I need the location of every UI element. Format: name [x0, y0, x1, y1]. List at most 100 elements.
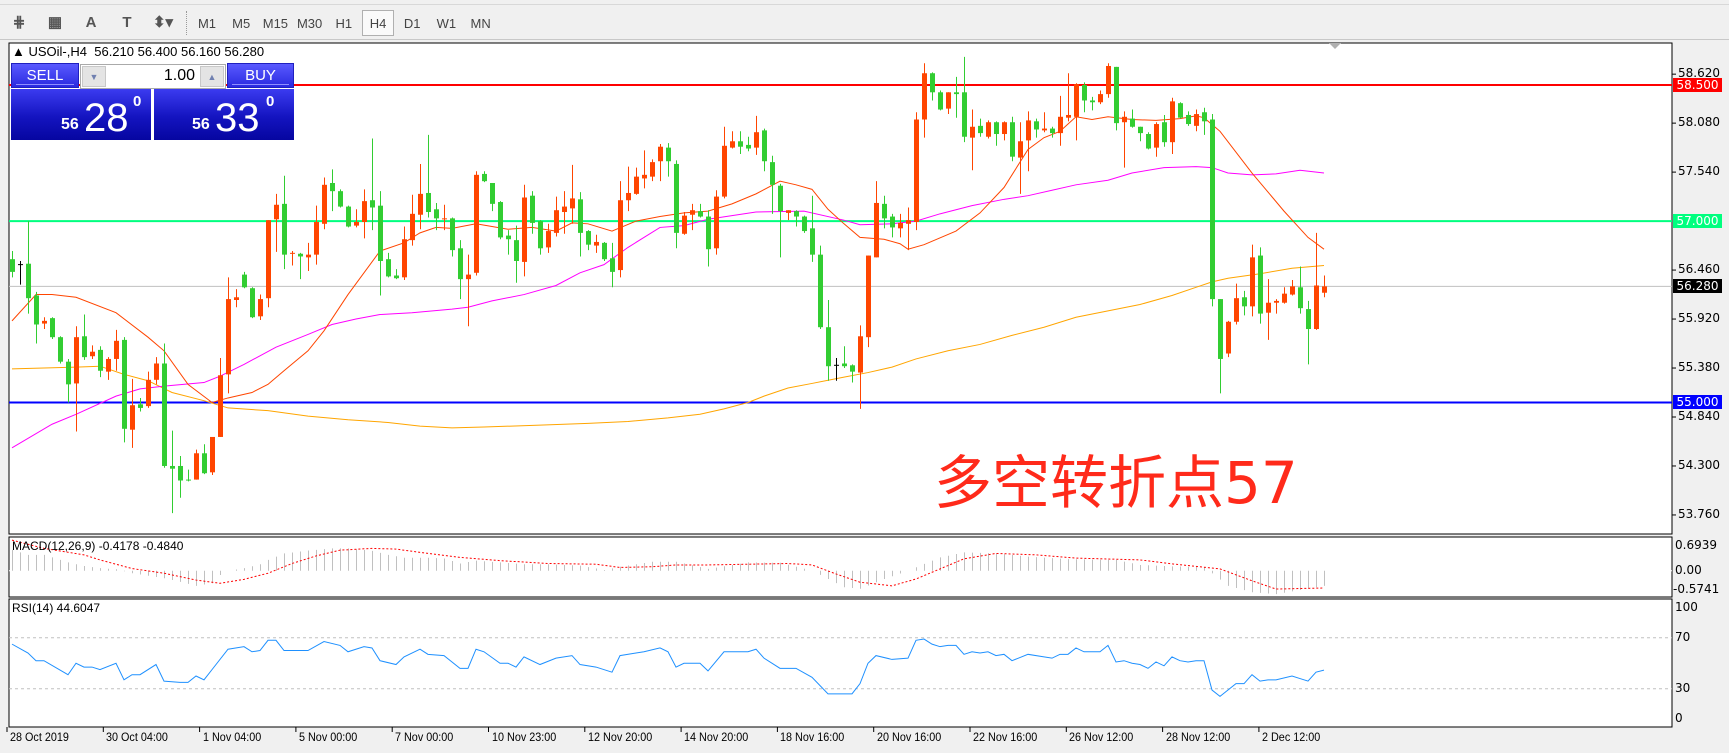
candle [714, 190, 719, 255]
candle-body [394, 275, 399, 279]
sell-button[interactable]: SELL [11, 63, 79, 88]
candle-body [650, 162, 655, 177]
time-axis-label: 18 Nov 16:00 [780, 730, 845, 744]
timeframe-w1-button[interactable]: W1 [436, 15, 457, 31]
candle-body [546, 231, 551, 248]
lot-decrease-button[interactable]: ▼ [82, 66, 106, 87]
time-axis-label: 5 Nov 00:00 [298, 730, 358, 744]
candle-body [450, 218, 455, 251]
candle [922, 63, 927, 138]
candle-body [850, 365, 855, 372]
candle-body [314, 221, 319, 255]
sell-price-main: 28 [84, 96, 129, 140]
candle-body [1298, 287, 1303, 309]
buy-button[interactable]: BUY [227, 63, 294, 88]
candle [586, 230, 591, 251]
candle [634, 167, 639, 195]
candle-body [570, 198, 575, 209]
timeframe-d1-button[interactable]: D1 [403, 15, 421, 31]
candle [474, 171, 479, 276]
timeframe-m1-button[interactable]: M1 [197, 15, 217, 31]
candle-body [42, 320, 47, 324]
candle [890, 213, 895, 238]
candle-body [682, 215, 687, 234]
candle [1306, 300, 1311, 365]
candle-body [1130, 118, 1135, 127]
candle [602, 241, 607, 261]
candle-body [386, 259, 391, 277]
sell-price[interactable]: 56 28 0 [11, 89, 151, 140]
candle [50, 317, 55, 339]
rsi-axis-0: 0 [1675, 711, 1683, 725]
candle [1202, 107, 1207, 135]
candle [706, 210, 711, 267]
candle [802, 215, 807, 233]
rsi-title: RSI(14) 44.6047 [12, 601, 101, 615]
candle [242, 271, 247, 289]
candle [546, 223, 551, 253]
candle-body [890, 216, 895, 228]
candle [378, 191, 383, 296]
candle [418, 163, 423, 230]
toolbar: ⋕ ▦ A T ⬍▾ M1 M5 M15 M30 H1 H4 D1 W1 MN [0, 5, 1729, 40]
candle-body [1162, 122, 1167, 143]
candle-body [554, 210, 559, 233]
timeframe-h4-button[interactable]: H4 [362, 10, 394, 36]
candle-body [930, 73, 935, 93]
candle [66, 358, 71, 403]
grid-fibo-icon[interactable]: ▦ [47, 14, 63, 31]
candle [866, 255, 871, 348]
arrows-dropdown-icon[interactable]: ⬍▾ [152, 14, 174, 31]
candle-body [578, 199, 583, 233]
candle-body [586, 231, 591, 245]
candle [42, 317, 47, 330]
candle-body [266, 220, 271, 299]
buy-price[interactable]: 56 33 0 [154, 89, 294, 140]
candle-body [1026, 120, 1031, 141]
candle-body [898, 222, 903, 229]
candle-body [482, 173, 487, 182]
text-icon[interactable]: A [85, 13, 97, 31]
candle [210, 436, 215, 476]
time-axis-label: 22 Nov 16:00 [973, 730, 1038, 744]
candle [914, 112, 919, 231]
candle [882, 195, 887, 229]
timeframe-m15-button[interactable]: M15 [262, 15, 289, 31]
candle [938, 90, 943, 111]
candle-body [594, 241, 599, 246]
timeframe-m5-button[interactable]: M5 [232, 15, 251, 31]
timeframe-h1-button[interactable]: H1 [335, 15, 353, 31]
text-label-icon[interactable]: T [122, 13, 132, 31]
candle-body [234, 297, 239, 300]
lot-size-stepper[interactable]: ▼ 1.00 ▲ [80, 64, 226, 89]
candle [282, 175, 287, 270]
candle-body [178, 465, 183, 481]
candle-body [882, 203, 887, 219]
price-axis-label: 56.460 [1678, 262, 1720, 277]
candle-body [1114, 66, 1119, 124]
time-axis-label: 7 Nov 00:00 [395, 730, 454, 744]
candle [1034, 118, 1039, 138]
timeframe-mn-button[interactable]: MN [470, 15, 491, 31]
candle [58, 336, 63, 364]
candle-body [906, 220, 911, 224]
candle-body [442, 218, 447, 220]
candle [178, 456, 183, 498]
lot-increase-button[interactable]: ▲ [200, 66, 224, 87]
candle-body [58, 337, 63, 362]
candle [250, 287, 255, 319]
candle-body [1042, 128, 1047, 131]
candle-body [290, 252, 295, 254]
lot-size-input[interactable]: 1.00 [163, 67, 195, 84]
rsi-axis-100: 100 [1675, 600, 1698, 614]
candle [122, 337, 127, 443]
candle [690, 203, 695, 231]
period-separator-icon[interactable]: ⋕ [12, 14, 26, 31]
candle [306, 242, 311, 271]
candle [314, 205, 319, 265]
candle [106, 357, 111, 380]
candle [954, 76, 959, 118]
timeframe-m30-button[interactable]: M30 [296, 15, 323, 31]
candle-body [306, 254, 311, 258]
candle-body [370, 200, 375, 208]
